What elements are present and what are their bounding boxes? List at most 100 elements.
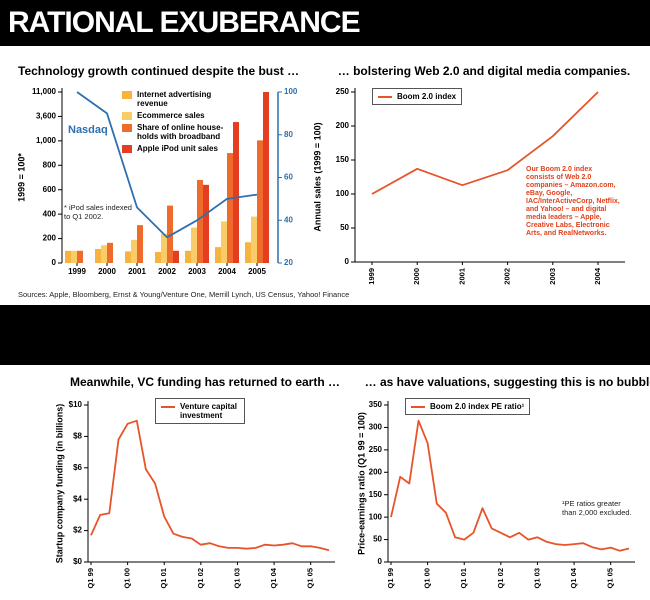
legend-label: Ecommerce sales: [137, 111, 205, 120]
y-tick-label: $6: [73, 463, 82, 472]
bar: [251, 216, 257, 263]
y-tick-label: 1,000: [36, 136, 57, 145]
bar: [65, 250, 71, 263]
chart-title: Technology growth continued despite the …: [18, 64, 299, 78]
x-tick-label: Q1 00: [123, 568, 132, 588]
y-tick-label: 250: [336, 87, 350, 96]
y-tick-label: 100: [369, 512, 383, 521]
legend-swatch: [122, 91, 132, 99]
x-tick-label: 2003: [188, 267, 206, 276]
legend-entry: Venture capital investment: [161, 402, 239, 420]
bar: [131, 239, 137, 263]
y-tick-label: 0: [345, 257, 350, 266]
bar: [95, 248, 101, 263]
chart-title: … as have valuations, suggesting this is…: [365, 375, 650, 389]
y-axis-label: Price-earnings ratio (Q1 99 = 100): [356, 412, 366, 555]
y-tick-label: 350: [369, 400, 383, 409]
bar: [191, 227, 197, 263]
y-tick-label: 400: [43, 209, 57, 218]
bar: [155, 252, 161, 263]
y-tick-label: 150: [336, 155, 350, 164]
bar: [197, 179, 203, 263]
y-tick-label: 250: [369, 445, 383, 454]
x-tick-label: 2001: [457, 268, 466, 285]
y-tick-label: 50: [373, 535, 382, 544]
x-tick-label: Q1 03: [532, 568, 541, 588]
legend-swatch: [411, 406, 425, 408]
y-tick-label: 200: [336, 121, 350, 130]
y2-tick-label: 20: [284, 258, 293, 267]
x-tick-label: 2002: [158, 267, 176, 276]
y-tick-label: $2: [73, 526, 82, 535]
x-tick-label: Q1 02: [196, 568, 205, 588]
y-axis-label: 1999 = 100*: [16, 153, 26, 202]
bar: [203, 184, 209, 263]
x-tick-label: 2004: [218, 267, 236, 276]
legend-entry: Apple iPod unit sales: [122, 144, 234, 153]
bar: [137, 225, 143, 263]
x-tick-label: Q1 00: [423, 568, 432, 588]
legend: Boom 2.0 index: [372, 88, 463, 105]
y2-tick-label: 60: [284, 173, 293, 182]
x-tick-label: Q1 05: [306, 568, 315, 588]
legend-swatch: [122, 112, 132, 120]
bar: [77, 250, 83, 263]
data-line: [90, 419, 330, 552]
x-tick-label: Q1 05: [606, 568, 615, 588]
page-title: RATIONAL EXUBERANCE: [8, 6, 360, 39]
y-tick-label: 100: [336, 189, 350, 198]
bar: [107, 242, 113, 263]
bar: [101, 245, 107, 263]
y-tick-label: 50: [340, 223, 349, 232]
y-tick-label: 0: [378, 557, 383, 566]
x-tick-label: Q1 99: [386, 568, 395, 588]
y-tick-label: $8: [73, 432, 82, 441]
data-line: [371, 91, 599, 195]
y-tick-label: $0: [73, 557, 82, 566]
legend-label: Boom 2.0 index PE ratio¹: [430, 402, 525, 411]
chart-title: … bolstering Web 2.0 and digital media c…: [338, 64, 631, 78]
annotation: * iPod sales indexed to Q1 2002.: [64, 203, 132, 221]
y-tick-label: $4: [73, 494, 82, 503]
legend-entry: Boom 2.0 index: [378, 92, 456, 101]
legend-label: Share of online house-holds with broadba…: [137, 123, 224, 141]
x-tick-label: Q1 04: [269, 567, 278, 588]
bar: [215, 247, 221, 263]
y-tick-label: 200: [369, 467, 383, 476]
legend-swatch: [161, 406, 175, 408]
legend-entry: Share of online house-holds with broadba…: [122, 123, 234, 141]
y-tick-label: 0: [52, 258, 57, 267]
bar: [185, 250, 191, 263]
x-tick-label: Q1 01: [159, 568, 168, 588]
legend: Venture capital investment: [155, 398, 245, 424]
x-tick-label: 2004: [593, 267, 602, 285]
bar: [263, 92, 269, 263]
bar: [71, 250, 77, 263]
y2-tick-label: 100: [284, 87, 298, 96]
bar: [233, 122, 239, 263]
y-tick-label: 150: [369, 490, 383, 499]
legend-label: Boom 2.0 index: [397, 92, 457, 101]
legend-label: Apple iPod unit sales: [137, 144, 218, 153]
bar: [221, 221, 227, 263]
y-tick-label: 800: [43, 160, 57, 169]
y2-tick-label: 80: [284, 130, 293, 139]
data-line: [76, 91, 258, 239]
legend-label: Internet advertising revenue: [137, 90, 212, 108]
divider-band: [0, 305, 650, 365]
legend-entry: Internet advertising revenue: [122, 90, 234, 108]
x-tick-label: Q1 01: [459, 568, 468, 588]
bar: [245, 242, 251, 263]
y-tick-label: 200: [43, 234, 57, 243]
bar: [125, 251, 131, 263]
legend: Internet advertising revenue Ecommerce sa…: [122, 90, 234, 153]
y-tick-label: 3,600: [36, 112, 57, 121]
x-tick-label: 2005: [248, 267, 266, 276]
chart-title: Meanwhile, VC funding has returned to ea…: [70, 375, 340, 389]
legend-swatch: [378, 96, 392, 98]
header-band: [0, 0, 650, 46]
y-axis-label: Annual sales (1999 = 100): [312, 122, 322, 231]
bar: [227, 153, 233, 263]
legend-entry: Boom 2.0 index PE ratio¹: [411, 402, 524, 411]
